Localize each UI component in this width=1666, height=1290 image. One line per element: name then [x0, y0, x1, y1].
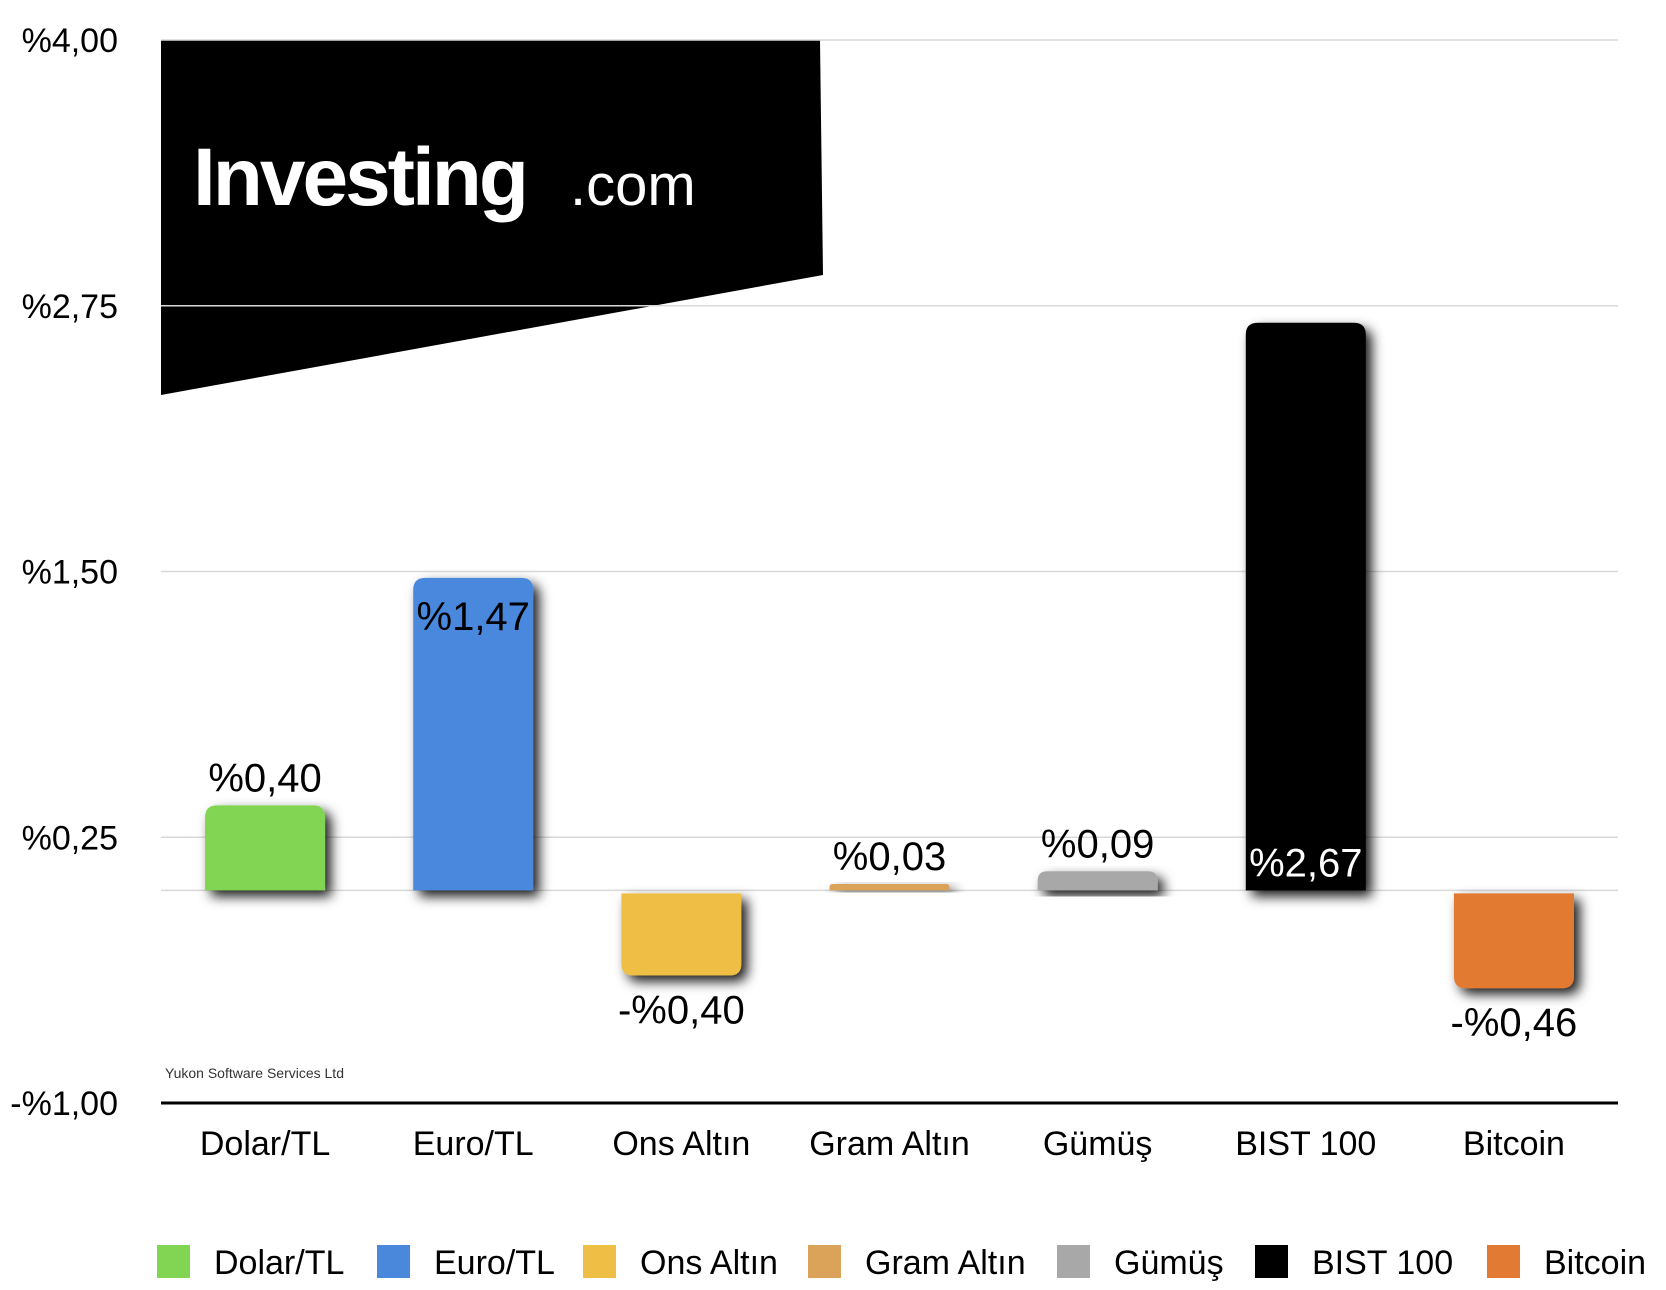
legend-swatch-6 [1487, 1245, 1520, 1278]
bar-2 [621, 893, 742, 976]
x-tick-label: Euro/TL [413, 1125, 534, 1163]
legend-swatch-2 [583, 1245, 616, 1278]
svg-text:Investing: Investing [193, 132, 526, 223]
data-label-6: -%0,46 [1451, 1001, 1578, 1045]
svg-text:.com: .com [570, 153, 696, 218]
legend-label-5: BIST 100 [1312, 1244, 1453, 1282]
legend-label-3: Gram Altın [865, 1244, 1026, 1282]
x-tick-label: Dolar/TL [200, 1125, 330, 1163]
data-label-4: %0,09 [1041, 822, 1154, 866]
legend-label-2: Ons Altın [640, 1244, 778, 1282]
data-label-0: %0,40 [208, 756, 321, 800]
y-tick-label: %1,50 [22, 554, 118, 592]
watermark-credit: Yukon Software Services Ltd [165, 1065, 344, 1081]
x-tick-label: Gram Altın [809, 1125, 970, 1163]
data-label-1: %1,47 [417, 595, 530, 639]
bar-4 [1037, 871, 1158, 891]
data-labels: %0,40 %1,47 -%0,40 %0,03 %0,09 %2,67 -%0,46 [208, 595, 1577, 1045]
bar-6 [1453, 893, 1574, 989]
bars [205, 322, 1574, 989]
data-label-5: %2,67 [1249, 841, 1362, 885]
y-axis: -%1,00 %0,25 %1,50 %2,75 %4,00 [10, 22, 118, 1123]
x-tick-label: Bitcoin [1463, 1125, 1565, 1163]
y-tick-label: -%1,00 [10, 1085, 118, 1123]
data-label-2: -%0,40 [618, 988, 745, 1032]
bar-3 [829, 884, 950, 891]
investing-logo: Investing .com [161, 40, 823, 395]
legend-label-1: Euro/TL [434, 1244, 555, 1282]
data-label-3: %0,03 [833, 835, 946, 879]
legend-swatch-3 [808, 1245, 841, 1278]
y-tick-label: %4,00 [22, 22, 118, 60]
legend-swatch-0 [157, 1245, 190, 1278]
legend-label-0: Dolar/TL [214, 1244, 344, 1282]
x-tick-label: BIST 100 [1235, 1125, 1376, 1163]
legend-label-4: Gümüş [1114, 1244, 1224, 1282]
legend-swatch-5 [1255, 1245, 1288, 1278]
bar-0 [205, 805, 326, 891]
y-tick-label: %0,25 [22, 819, 118, 857]
x-axis: Dolar/TL Euro/TL Ons Altın Gram Altın Gümüş B… [200, 1125, 1565, 1163]
x-tick-label: Ons Altın [612, 1125, 750, 1163]
bar-5 [1245, 322, 1366, 891]
x-tick-label: Gümüş [1043, 1125, 1153, 1163]
legend-label-6: Bitcoin [1544, 1244, 1646, 1282]
grid-lines [161, 39, 1618, 1105]
legend-swatch-4 [1057, 1245, 1090, 1278]
bar-1 [413, 577, 534, 891]
legend: Dolar/TL Euro/TL Ons Altın Gram Altın Gümüş B… [157, 1244, 1646, 1282]
legend-swatch-1 [377, 1245, 410, 1278]
y-tick-label: %2,75 [22, 288, 118, 326]
